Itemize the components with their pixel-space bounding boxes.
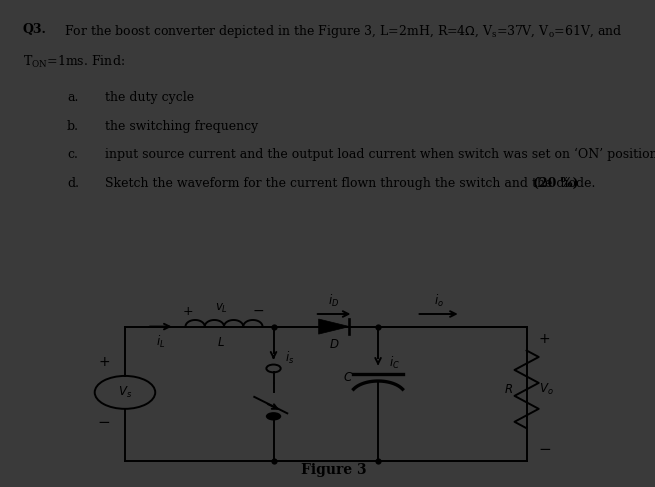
Text: +: +	[538, 332, 550, 346]
Text: +: +	[183, 305, 194, 318]
Circle shape	[266, 412, 281, 420]
Text: Q3.: Q3.	[22, 23, 47, 36]
Text: For the boost converter depicted in the Figure 3, L=2mH, R=4$\Omega$, V$_\mathre: For the boost converter depicted in the …	[64, 23, 622, 40]
Text: $D$: $D$	[329, 338, 339, 351]
Text: the switching frequency: the switching frequency	[105, 119, 258, 132]
Text: −: −	[252, 304, 264, 318]
Text: $L$: $L$	[217, 336, 225, 349]
Text: b.: b.	[67, 119, 79, 132]
Text: −: −	[98, 415, 111, 430]
Text: −: −	[538, 442, 552, 457]
Text: T$_\mathregular{ON}$=1ms. Find:: T$_\mathregular{ON}$=1ms. Find:	[22, 55, 124, 71]
Text: (20 %): (20 %)	[533, 177, 578, 190]
Text: +: +	[98, 356, 110, 370]
Text: $R$: $R$	[504, 383, 514, 396]
Text: $V_s$: $V_s$	[118, 385, 132, 400]
Text: c.: c.	[67, 148, 78, 161]
Polygon shape	[318, 319, 350, 334]
Text: the duty cycle: the duty cycle	[105, 91, 194, 104]
Text: $i_C$: $i_C$	[389, 356, 400, 372]
Text: input source current and the output load current when switch was set on ‘ON’ pos: input source current and the output load…	[105, 148, 655, 161]
Text: d.: d.	[67, 177, 79, 190]
Text: $i_D$: $i_D$	[328, 293, 340, 309]
Text: $i_s$: $i_s$	[284, 350, 294, 366]
Text: $v_L$: $v_L$	[215, 302, 228, 315]
Text: $i_o$: $i_o$	[434, 293, 443, 309]
Text: $V_o$: $V_o$	[538, 382, 553, 397]
Text: Sketch the waveform for the current flown through the switch and the diode.: Sketch the waveform for the current flow…	[105, 177, 599, 190]
Text: Figure 3: Figure 3	[301, 463, 367, 477]
Text: a.: a.	[67, 91, 78, 104]
Text: $i_L$: $i_L$	[156, 334, 166, 350]
Text: $C$: $C$	[343, 371, 353, 384]
